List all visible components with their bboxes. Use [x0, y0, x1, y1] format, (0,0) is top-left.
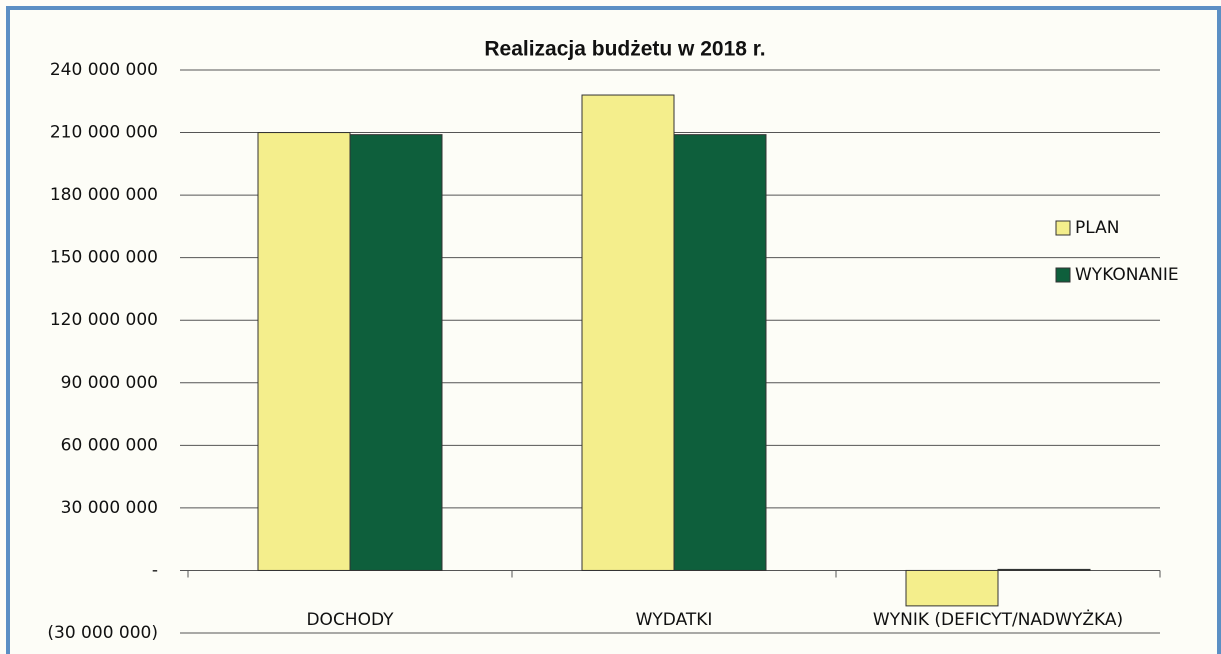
x-tick-label: WYDATKI [636, 610, 713, 630]
legend-swatch [1055, 267, 1071, 283]
y-tick-label: 30 000 000 [61, 498, 158, 518]
bar [349, 134, 443, 571]
frame [6, 6, 1221, 654]
x-tick-label: DOCHODY [306, 610, 394, 630]
y-tick-label: 150 000 000 [50, 248, 158, 268]
y-tick-label: 90 000 000 [61, 373, 158, 393]
y-tick-label: 180 000 000 [50, 185, 158, 205]
bar [997, 568, 1091, 571]
bar [673, 134, 767, 571]
y-tick-label: 60 000 000 [61, 435, 158, 455]
bar [581, 94, 675, 571]
bar [905, 569, 999, 607]
legend-label: WYKONANIE [1075, 265, 1179, 285]
legend-swatch [1055, 220, 1071, 236]
y-tick-label: (30 000 000) [47, 623, 158, 643]
x-tick-label: WYNIK (DEFICYT/NADWYŻKA) [873, 609, 1123, 630]
y-tick-label: - [152, 560, 158, 580]
legend-label: PLAN [1075, 218, 1119, 238]
y-tick-label: 240 000 000 [50, 60, 158, 80]
y-tick-label: 120 000 000 [50, 310, 158, 330]
bar [257, 132, 351, 571]
chart-title: Realizacja budżetu w 2018 r. [484, 38, 765, 61]
y-tick-label: 210 000 000 [50, 123, 158, 143]
